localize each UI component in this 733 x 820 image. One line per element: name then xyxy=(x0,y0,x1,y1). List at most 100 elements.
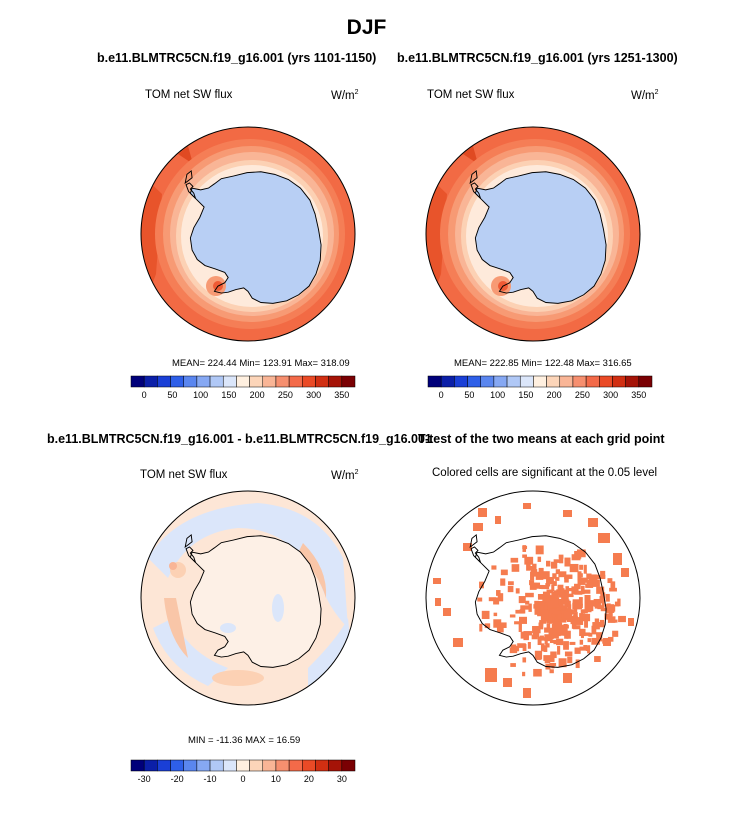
significant-cell xyxy=(563,623,568,631)
colorbar-swatch xyxy=(625,375,640,388)
significant-cell xyxy=(574,647,581,654)
significant-cell xyxy=(548,610,556,618)
colorbar-tick-label: 50 xyxy=(167,390,177,400)
significant-cell xyxy=(525,592,534,598)
significant-cell xyxy=(527,641,531,649)
significant-cell xyxy=(541,585,550,590)
significant-cell xyxy=(538,622,544,630)
significant-cell xyxy=(535,571,544,580)
significant-cell xyxy=(517,643,526,648)
significant-cell xyxy=(596,635,603,642)
significant-cell xyxy=(536,651,541,660)
colorbar-tick-label: 100 xyxy=(490,390,505,400)
significant-cell xyxy=(511,564,520,572)
significant-cell xyxy=(596,586,605,594)
significant-cell xyxy=(571,586,579,595)
significant-cell xyxy=(578,597,583,606)
significant-cell xyxy=(569,563,579,573)
significant-cell xyxy=(488,597,497,602)
colorbar-swatch xyxy=(454,375,468,388)
significant-cell xyxy=(509,647,518,654)
significant-cell xyxy=(552,581,557,586)
colorbar-swatch xyxy=(236,759,250,772)
significant-cell xyxy=(563,510,572,517)
colorbar-tick-label: -30 xyxy=(138,774,151,784)
significant-cell xyxy=(603,638,611,646)
significant-cell xyxy=(546,614,551,624)
significant-cell xyxy=(522,644,527,652)
significant-cell xyxy=(564,630,569,639)
significant-cell xyxy=(539,635,544,641)
significant-cell xyxy=(493,597,500,605)
panel-1-colorbar: 0 50 100 150 200 250 300 350 xyxy=(130,375,356,400)
significant-cell xyxy=(519,609,526,614)
colorbar-tick-label: 20 xyxy=(304,774,314,784)
significant-cell xyxy=(529,580,535,586)
significant-cell xyxy=(586,580,593,588)
significant-cell xyxy=(543,645,548,652)
colorbar-swatch xyxy=(249,375,264,388)
significant-cell xyxy=(600,607,609,612)
significant-cell xyxy=(510,663,516,667)
significant-cell xyxy=(551,591,559,599)
colorbar-swatch xyxy=(506,375,521,388)
panel-3-map xyxy=(140,490,356,706)
significant-cell xyxy=(515,609,524,614)
significant-cell xyxy=(573,606,578,613)
significant-cell xyxy=(553,559,562,563)
colorbar-swatch xyxy=(328,375,343,388)
significant-cell xyxy=(564,591,569,599)
significant-cell xyxy=(563,612,573,619)
significant-cell xyxy=(522,554,527,558)
colorbar-tick-label: -10 xyxy=(204,774,217,784)
significant-cell xyxy=(591,625,597,635)
significant-cell xyxy=(495,516,501,524)
significant-cell xyxy=(586,609,592,613)
significant-cell xyxy=(519,616,528,624)
significant-cell xyxy=(559,555,564,564)
colorbar-swatch xyxy=(341,375,356,388)
colorbar-swatch xyxy=(275,759,290,772)
significant-cell xyxy=(566,587,573,592)
significant-cell xyxy=(575,603,583,609)
significant-cell xyxy=(522,545,528,550)
significant-cell xyxy=(599,619,605,625)
significant-cell xyxy=(628,618,634,626)
colorbar-swatch xyxy=(559,375,574,388)
significant-cell xyxy=(545,583,551,587)
significant-cell xyxy=(567,656,573,664)
significant-cell xyxy=(553,641,558,645)
significant-cell xyxy=(435,598,441,606)
colorbar-swatch xyxy=(493,375,508,388)
significant-cell xyxy=(546,560,551,567)
significant-cell xyxy=(574,590,583,595)
panel-3-title: b.e11.BLMTRC5CN.f19_g16.001 - b.e11.BLMT… xyxy=(47,432,432,446)
significant-cell xyxy=(605,604,615,613)
significant-cell xyxy=(540,643,545,652)
significant-cell xyxy=(534,600,540,607)
colorbar-swatch xyxy=(170,759,184,772)
significant-cell xyxy=(524,556,534,565)
significant-cell xyxy=(497,627,504,633)
significant-cell xyxy=(522,671,526,677)
significant-cell xyxy=(539,584,544,590)
colorbar-swatch xyxy=(196,759,211,772)
panel-2-map xyxy=(425,126,641,342)
significant-cell xyxy=(496,622,504,631)
colorbar-tick-label: 50 xyxy=(464,390,474,400)
colorbar-tick-label: 250 xyxy=(575,390,590,400)
significant-cell xyxy=(499,593,504,602)
panel-2-field-label: TOM net SW flux xyxy=(427,89,515,101)
significant-cell xyxy=(570,616,578,620)
significant-cell xyxy=(614,601,620,607)
significant-cell xyxy=(537,556,542,562)
significant-cell xyxy=(612,630,619,637)
significant-cell xyxy=(520,631,529,639)
significant-cell xyxy=(543,594,551,602)
significant-cell xyxy=(621,568,629,577)
significant-cell xyxy=(598,533,610,543)
significant-cell xyxy=(577,571,582,581)
colorbar-swatch xyxy=(302,375,316,388)
significant-cell xyxy=(567,615,574,622)
colorbar-swatch xyxy=(315,759,329,772)
